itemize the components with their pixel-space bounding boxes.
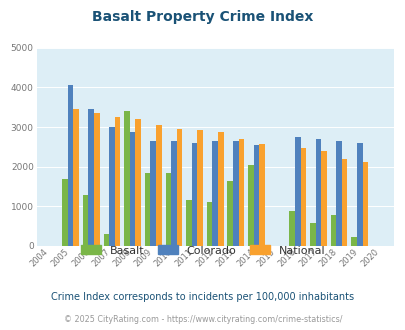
Bar <box>320 151 326 246</box>
Bar <box>206 202 212 246</box>
Bar <box>73 109 79 246</box>
Bar <box>227 181 232 246</box>
Bar <box>330 214 335 246</box>
Bar <box>150 141 156 246</box>
Bar <box>238 139 243 246</box>
Bar <box>350 237 356 246</box>
Bar <box>341 159 347 246</box>
Bar <box>356 143 362 246</box>
Bar <box>176 129 182 246</box>
Bar <box>247 165 253 246</box>
Bar <box>130 132 135 246</box>
Bar <box>94 113 99 246</box>
Bar <box>217 132 223 246</box>
Bar <box>83 195 88 246</box>
Text: © 2025 CityRating.com - https://www.cityrating.com/crime-statistics/: © 2025 CityRating.com - https://www.city… <box>64 315 341 324</box>
Bar <box>115 117 120 246</box>
Bar <box>186 200 191 246</box>
Bar <box>68 85 73 246</box>
Bar <box>197 130 202 246</box>
Bar <box>294 137 300 246</box>
Bar <box>300 148 305 246</box>
Bar <box>103 234 109 246</box>
Bar <box>212 141 217 246</box>
Bar <box>165 173 171 246</box>
Bar <box>88 109 94 246</box>
Legend: Basalt, Colorado, National: Basalt, Colorado, National <box>76 241 329 260</box>
Bar <box>232 141 238 246</box>
Bar <box>145 173 150 246</box>
Bar <box>253 145 259 246</box>
Bar <box>309 223 315 246</box>
Bar <box>135 119 141 246</box>
Text: Basalt Property Crime Index: Basalt Property Crime Index <box>92 10 313 24</box>
Bar <box>289 211 294 246</box>
Bar <box>171 141 176 246</box>
Bar <box>156 125 161 246</box>
Bar <box>191 143 197 246</box>
Bar <box>315 139 320 246</box>
Bar <box>335 141 341 246</box>
Bar <box>109 127 115 246</box>
Bar <box>62 179 68 246</box>
Bar <box>362 161 367 246</box>
Text: Crime Index corresponds to incidents per 100,000 inhabitants: Crime Index corresponds to incidents per… <box>51 292 354 302</box>
Bar <box>259 144 264 246</box>
Bar <box>124 111 130 246</box>
